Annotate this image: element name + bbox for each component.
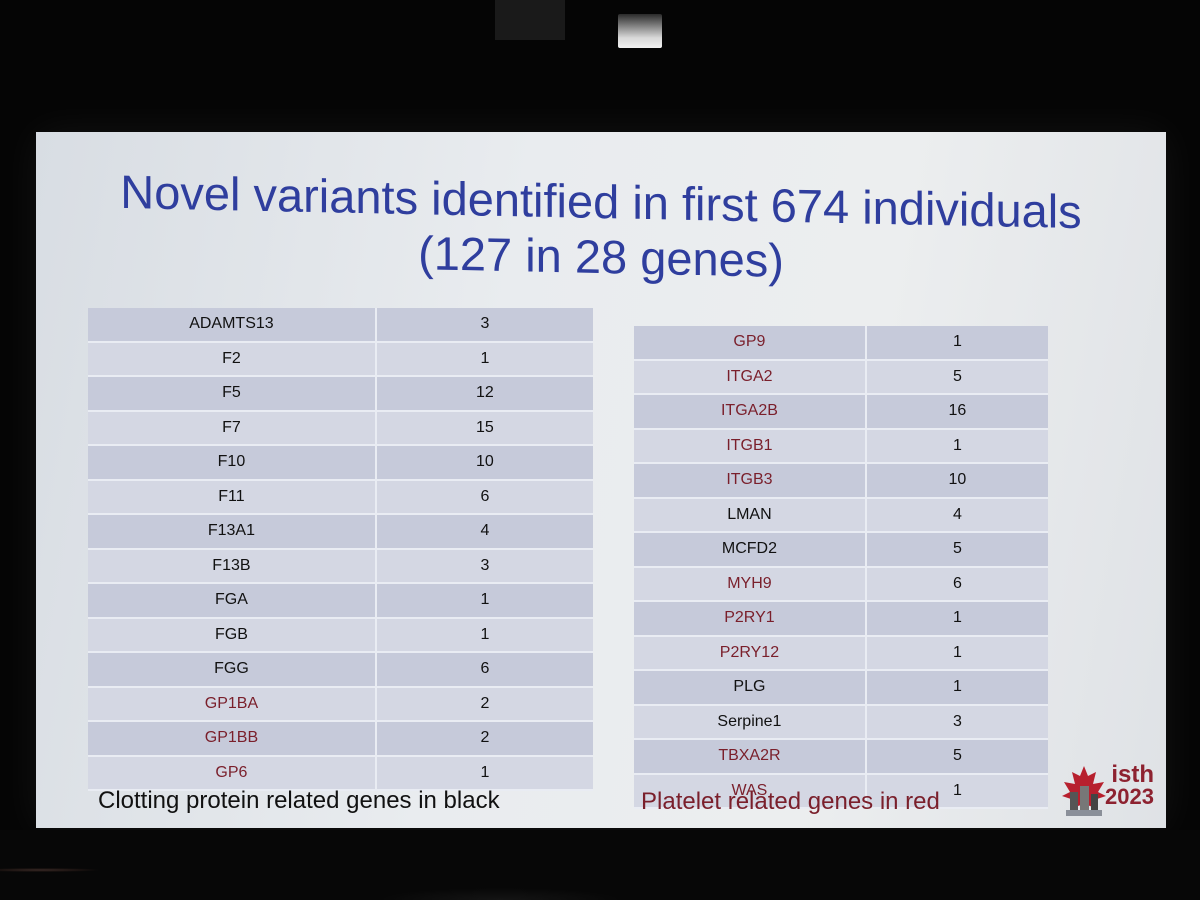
table-row: GP1BA 2 xyxy=(88,687,593,722)
variant-count-cell: 1 xyxy=(952,678,962,696)
table-row: ADAMTS13 3 xyxy=(88,308,593,343)
gene-name-cell: P2RY12 xyxy=(634,636,867,669)
gene-name-cell: F7 xyxy=(88,411,377,444)
table-row: F13B 3 xyxy=(88,549,593,584)
gene-name-cell: GP1BB xyxy=(88,722,377,755)
variant-count-cell: 6 xyxy=(952,574,962,592)
table-row: LMAN 4 xyxy=(634,498,1048,533)
variant-count-cell: 3 xyxy=(952,712,962,730)
gene-name-cell: GP1BA xyxy=(88,687,377,720)
variant-count-cell: 1 xyxy=(480,625,490,643)
table-row: F11 6 xyxy=(88,480,593,515)
variant-count-cell: 10 xyxy=(948,471,967,489)
ceiling-light xyxy=(618,14,662,48)
table-row: F2 1 xyxy=(88,342,593,377)
left-gene-table: ADAMTS13 3 F2 1 F5 12 F7 15 F10 10 F11 6 F13A1 4 F13B 3… xyxy=(88,308,593,791)
variant-count-cell: 6 xyxy=(480,660,490,678)
gene-name-cell: ITGB1 xyxy=(634,429,867,462)
table-row: MCFD2 5 xyxy=(634,533,1048,568)
variant-count-cell: 10 xyxy=(476,453,494,471)
gene-name-cell: F13B xyxy=(88,549,377,582)
variant-count-cell: 15 xyxy=(476,418,494,436)
variant-count-cell: 12 xyxy=(476,384,494,402)
gene-name-cell: MYH9 xyxy=(634,567,867,600)
gene-name-cell: Serpine1 xyxy=(634,705,867,738)
table-row: F5 12 xyxy=(88,377,593,412)
gene-name-cell: MCFD2 xyxy=(634,533,867,566)
gene-name-cell: FGA xyxy=(88,584,377,617)
variant-count-cell: 1 xyxy=(952,609,962,627)
gene-name-cell: LMAN xyxy=(634,498,867,531)
variant-count-cell: 5 xyxy=(952,540,962,558)
gene-name-cell: TBXA2R xyxy=(634,740,867,773)
table-row: GP6 1 xyxy=(88,756,593,791)
table-row: FGB 1 xyxy=(88,618,593,653)
isth-logo-text: isth 2023 xyxy=(1105,761,1154,809)
table-row: TBXA2R 5 xyxy=(634,740,1048,775)
gene-name-cell: GP9 xyxy=(634,326,867,359)
gene-name-cell: FGG xyxy=(88,653,377,686)
isth-logo-name: isth xyxy=(1111,761,1154,788)
table-row: P2RY1 1 xyxy=(634,602,1048,637)
variant-count-cell: 4 xyxy=(480,522,490,540)
variant-count-cell: 16 xyxy=(948,402,967,420)
variant-count-cell: 1 xyxy=(952,333,962,351)
gene-name-cell: GP6 xyxy=(88,756,377,789)
projected-slide: Novel variants identified in first 674 i… xyxy=(36,132,1166,828)
table-row: Serpine1 3 xyxy=(634,705,1048,740)
table-row: F7 15 xyxy=(88,411,593,446)
gene-name-cell: F5 xyxy=(88,377,377,410)
variant-count-cell: 2 xyxy=(480,729,490,747)
gene-name-cell: PLG xyxy=(634,671,867,704)
variant-count-cell: 4 xyxy=(952,505,962,523)
isth-logo: isth 2023 xyxy=(1054,761,1158,820)
caption-clotting: Clotting protein related genes in black xyxy=(98,787,500,814)
variant-count-cell: 1 xyxy=(480,763,490,781)
ceiling-fixture xyxy=(495,0,565,40)
audience-silhouettes xyxy=(0,830,1200,900)
right-gene-table: GP9 1 ITGA2 5 ITGA2B 16 ITGB1 1 ITGB3 10 LMAN 4 MCFD… xyxy=(634,326,1048,809)
variant-count-cell: 2 xyxy=(480,694,490,712)
gene-name-cell: F13A1 xyxy=(88,515,377,548)
table-row: GP1BB 2 xyxy=(88,722,593,757)
gene-name-cell: ITGA2 xyxy=(634,360,867,393)
table-row: ITGB3 10 xyxy=(634,464,1048,499)
variant-count-cell: 1 xyxy=(480,349,490,367)
table-row: ITGA2 5 xyxy=(634,360,1048,395)
gene-name-cell: FGB xyxy=(88,618,377,651)
isth-logo-year: 2023 xyxy=(1105,784,1154,809)
variant-count-cell: 1 xyxy=(952,643,962,661)
table-row: F13A1 4 xyxy=(88,515,593,550)
gene-name-cell: F11 xyxy=(88,480,377,513)
table-row: P2RY12 1 xyxy=(634,636,1048,671)
gene-name-cell: F10 xyxy=(88,446,377,479)
table-row: PLG 1 xyxy=(634,671,1048,706)
variant-count-cell: 1 xyxy=(952,436,962,454)
table-row: F10 10 xyxy=(88,446,593,481)
variant-count-cell: 3 xyxy=(480,315,490,333)
table-row: ITGA2B 16 xyxy=(634,395,1048,430)
table-row: GP9 1 xyxy=(634,326,1048,361)
variant-count-cell: 3 xyxy=(480,556,490,574)
table-row: FGA 1 xyxy=(88,584,593,619)
gene-name-cell: ITGB3 xyxy=(634,464,867,497)
gene-name-cell: F2 xyxy=(88,342,377,375)
slide-title: Novel variants identified in first 674 i… xyxy=(36,162,1166,296)
gene-name-cell: P2RY1 xyxy=(634,602,867,635)
variant-count-cell: 5 xyxy=(952,747,962,765)
table-row: MYH9 6 xyxy=(634,567,1048,602)
gene-name-cell: ITGA2B xyxy=(634,395,867,428)
variant-count-cell: 1 xyxy=(480,591,490,609)
variant-count-cell: 6 xyxy=(480,487,490,505)
caption-platelet: Platelet related genes in red xyxy=(641,788,940,815)
table-row: ITGB1 1 xyxy=(634,429,1048,464)
table-row: FGG 6 xyxy=(88,653,593,688)
maple-leaf-city-icon xyxy=(1062,766,1106,816)
gene-name-cell: ADAMTS13 xyxy=(88,308,377,341)
variant-count-cell: 5 xyxy=(952,367,962,385)
